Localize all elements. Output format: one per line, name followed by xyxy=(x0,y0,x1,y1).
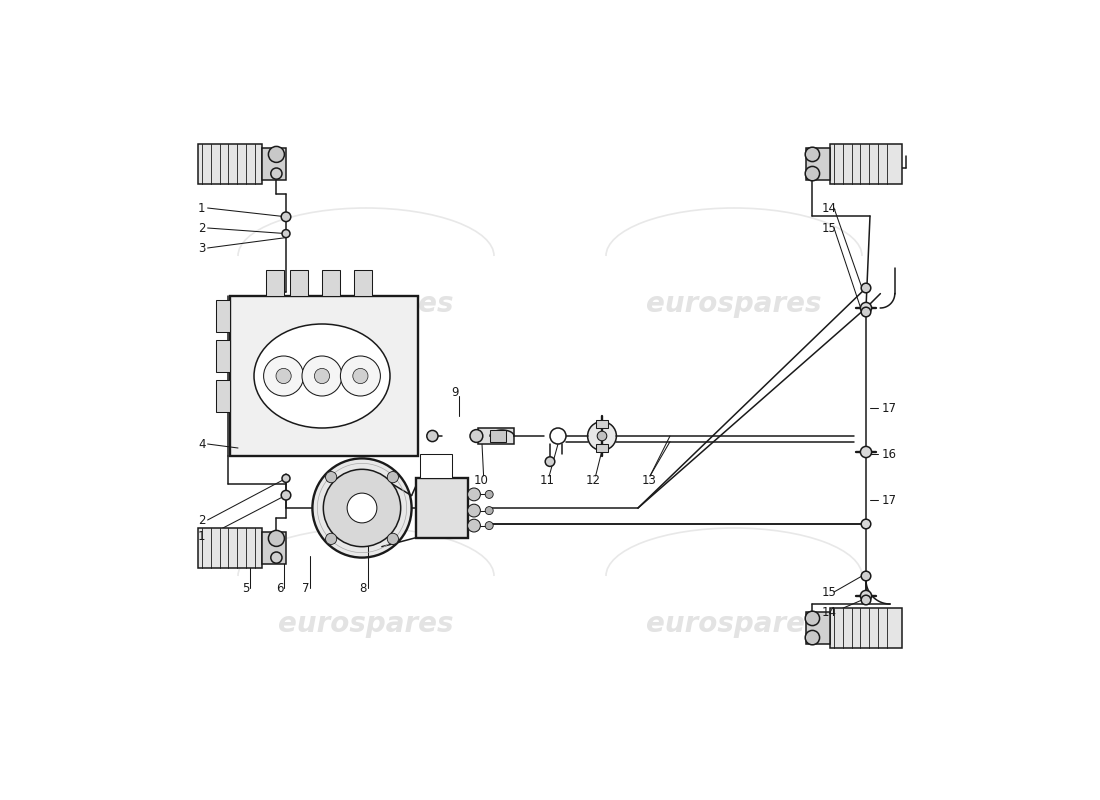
Circle shape xyxy=(861,571,871,581)
Circle shape xyxy=(587,422,616,450)
Bar xyxy=(198,144,262,184)
Circle shape xyxy=(485,506,493,514)
Circle shape xyxy=(268,530,285,546)
Circle shape xyxy=(485,490,493,498)
Bar xyxy=(322,270,340,296)
Text: eurospares: eurospares xyxy=(647,290,822,318)
Circle shape xyxy=(485,522,493,530)
Text: 1: 1 xyxy=(198,202,206,214)
Text: 11: 11 xyxy=(540,474,554,486)
Bar xyxy=(354,270,372,296)
Bar xyxy=(416,478,468,538)
Text: 10: 10 xyxy=(474,474,488,486)
Circle shape xyxy=(860,302,871,314)
Text: 5: 5 xyxy=(242,582,250,594)
Text: 17: 17 xyxy=(882,402,896,414)
Circle shape xyxy=(861,595,871,605)
Bar xyxy=(262,148,286,180)
Circle shape xyxy=(546,457,554,466)
Circle shape xyxy=(427,430,438,442)
Circle shape xyxy=(805,147,820,162)
Circle shape xyxy=(282,212,290,222)
Bar xyxy=(266,270,284,296)
Bar xyxy=(596,420,607,428)
Bar xyxy=(490,430,506,442)
Ellipse shape xyxy=(254,324,390,428)
Circle shape xyxy=(268,146,285,162)
Circle shape xyxy=(387,471,398,482)
Text: eurospares: eurospares xyxy=(278,610,453,638)
Text: 6: 6 xyxy=(276,582,284,594)
Text: 7: 7 xyxy=(302,582,309,594)
Bar xyxy=(806,612,830,644)
Circle shape xyxy=(860,446,871,458)
Text: 14: 14 xyxy=(822,606,837,618)
Bar xyxy=(216,340,230,372)
Circle shape xyxy=(597,431,607,441)
Text: 16: 16 xyxy=(882,448,896,461)
Circle shape xyxy=(353,368,369,384)
Circle shape xyxy=(271,168,282,179)
Bar xyxy=(806,148,830,180)
Text: eurospares: eurospares xyxy=(278,290,453,318)
Text: 2: 2 xyxy=(198,222,206,234)
Circle shape xyxy=(861,283,871,293)
Circle shape xyxy=(282,230,290,238)
Circle shape xyxy=(282,490,290,500)
Circle shape xyxy=(387,534,398,545)
Bar xyxy=(290,270,308,296)
Circle shape xyxy=(550,428,566,444)
Bar xyxy=(230,296,418,456)
Circle shape xyxy=(326,471,337,482)
Text: 9: 9 xyxy=(451,386,459,398)
Text: eurospares: eurospares xyxy=(647,610,822,638)
Bar xyxy=(216,380,230,412)
Text: 14: 14 xyxy=(822,202,837,214)
Text: 13: 13 xyxy=(642,474,657,486)
Circle shape xyxy=(315,368,330,384)
Circle shape xyxy=(312,458,411,558)
Circle shape xyxy=(302,356,342,396)
Bar xyxy=(830,144,902,184)
Bar xyxy=(216,300,230,332)
Bar xyxy=(596,444,607,452)
Bar xyxy=(419,454,452,478)
Circle shape xyxy=(326,534,337,545)
Text: 15: 15 xyxy=(822,222,837,234)
Text: 15: 15 xyxy=(822,586,837,598)
Text: 1: 1 xyxy=(198,530,206,542)
Bar xyxy=(262,532,286,564)
Text: 4: 4 xyxy=(198,438,206,450)
Circle shape xyxy=(271,552,282,563)
Circle shape xyxy=(468,519,481,532)
Text: 3: 3 xyxy=(198,242,206,254)
Text: 17: 17 xyxy=(882,494,896,506)
Circle shape xyxy=(282,474,290,482)
Circle shape xyxy=(264,356,304,396)
Circle shape xyxy=(470,430,483,442)
Circle shape xyxy=(323,470,400,546)
Circle shape xyxy=(348,493,377,523)
Circle shape xyxy=(276,368,292,384)
Circle shape xyxy=(860,590,871,602)
Text: 2: 2 xyxy=(198,514,206,526)
Circle shape xyxy=(468,488,481,501)
Circle shape xyxy=(805,611,820,626)
Circle shape xyxy=(468,504,481,517)
Text: 12: 12 xyxy=(586,474,601,486)
Circle shape xyxy=(861,307,871,317)
Circle shape xyxy=(805,166,820,181)
Bar xyxy=(478,428,514,444)
Bar xyxy=(830,608,902,648)
Circle shape xyxy=(340,356,381,396)
Text: 8: 8 xyxy=(360,582,367,594)
Circle shape xyxy=(861,519,871,529)
Circle shape xyxy=(805,630,820,645)
Bar xyxy=(198,528,262,568)
